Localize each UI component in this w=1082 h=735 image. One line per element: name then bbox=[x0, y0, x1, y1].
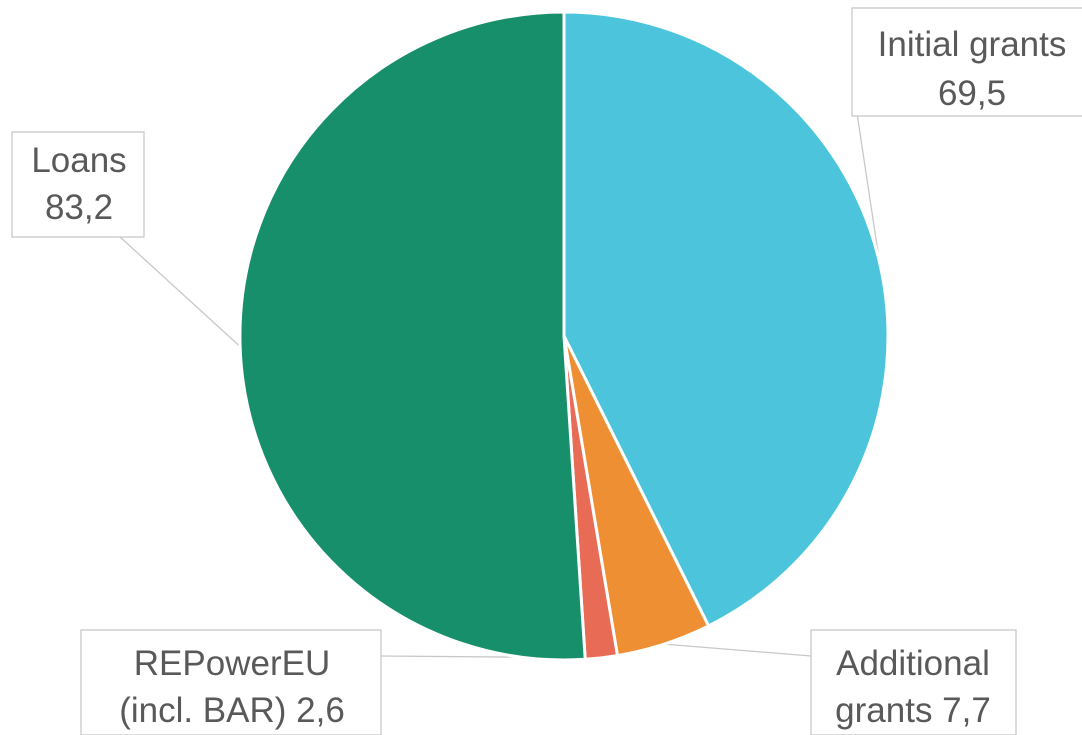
data-label-text: grants 7,7 bbox=[835, 691, 991, 730]
data-label-text: (incl. BAR) 2,6 bbox=[119, 691, 345, 730]
pie-slice-initial-grants bbox=[562, 10, 890, 628]
pie-slices bbox=[238, 10, 890, 662]
data-label-box bbox=[80, 629, 382, 735]
data-label-text: Initial grants bbox=[878, 25, 1067, 64]
data-label-text: Loans bbox=[31, 141, 126, 180]
data-label-box bbox=[810, 629, 1017, 735]
data-label-text: 69,5 bbox=[938, 74, 1006, 113]
data-label-text: REPowerEU bbox=[134, 644, 330, 683]
pie-slice-loans bbox=[238, 10, 587, 662]
data-label-text: Additional bbox=[836, 644, 990, 683]
data-label-box bbox=[11, 131, 145, 238]
data-label-box bbox=[851, 7, 1082, 117]
data-labels: Initial grants 69,5 Additional grants 7,7 RE… bbox=[11, 7, 1082, 735]
callout-line bbox=[664, 643, 812, 657]
data-label-text: 83,2 bbox=[45, 188, 113, 227]
callout-line bbox=[119, 236, 241, 348]
callout-lines bbox=[119, 79, 881, 659]
